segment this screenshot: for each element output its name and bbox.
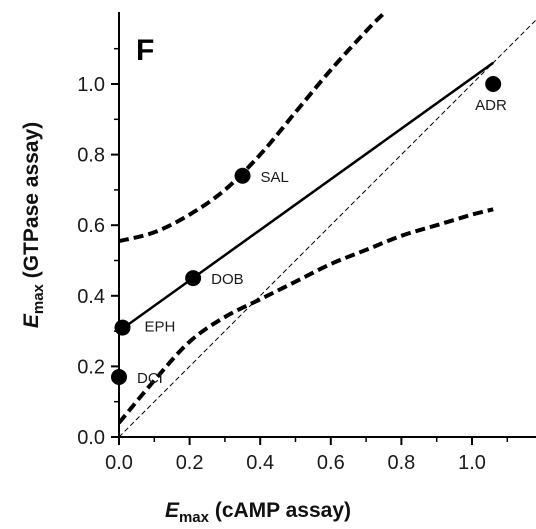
y-axis-title: Emax (GTPase assay) <box>20 122 47 328</box>
regression-line <box>118 61 494 333</box>
y-tick-label: 1.0 <box>77 74 105 96</box>
x-tick-label: 0.4 <box>246 452 274 474</box>
data-point-dob <box>185 270 202 287</box>
y-axis-title-main: E <box>20 313 43 328</box>
data-point-sal <box>234 167 251 184</box>
data-point-eph <box>114 319 131 336</box>
data-point-adr <box>485 76 502 92</box>
x-tick-label: 0.0 <box>105 452 133 474</box>
y-tick-label: 0.6 <box>77 215 105 237</box>
x-axis-title-sub: max <box>179 509 210 526</box>
data-label-dob: DOB <box>211 271 244 288</box>
y-tick-label: 0.4 <box>77 286 105 308</box>
confidence-band-upper <box>119 12 386 244</box>
x-tick-label: 0.2 <box>176 452 204 474</box>
y-tick-label: 0.2 <box>77 356 105 378</box>
x-tick-label: 0.8 <box>387 452 415 474</box>
x-axis-title-main: E <box>165 499 180 522</box>
data-label-adr: ADR <box>475 97 507 114</box>
panel-label: F <box>136 34 154 67</box>
y-axis-title-rest: (GTPase assay) <box>20 122 43 284</box>
data-label-dci: DCI <box>137 370 163 387</box>
y-axis-title-sub: max <box>30 283 47 314</box>
x-tick-label: 0.6 <box>317 452 345 474</box>
confidence-band-lower <box>119 207 494 425</box>
identity-line <box>119 19 536 437</box>
x-axis-title: Emax (cAMP assay) <box>165 499 351 526</box>
y-tick-label: 0.0 <box>77 427 105 449</box>
data-label-sal: SAL <box>261 169 289 186</box>
y-tick-label: 0.8 <box>77 145 105 167</box>
x-tick-label: 1.0 <box>458 452 486 474</box>
data-label-eph: EPH <box>145 319 176 336</box>
plot-area: 0.0 0.2 0.4 0.6 0.8 1.0 0.0 0.2 0.4 0.6 0.8 1.0 ADR S… <box>77 12 536 474</box>
x-axis-title-rest: (cAMP assay) <box>209 499 351 522</box>
data-point-dci <box>111 368 127 385</box>
